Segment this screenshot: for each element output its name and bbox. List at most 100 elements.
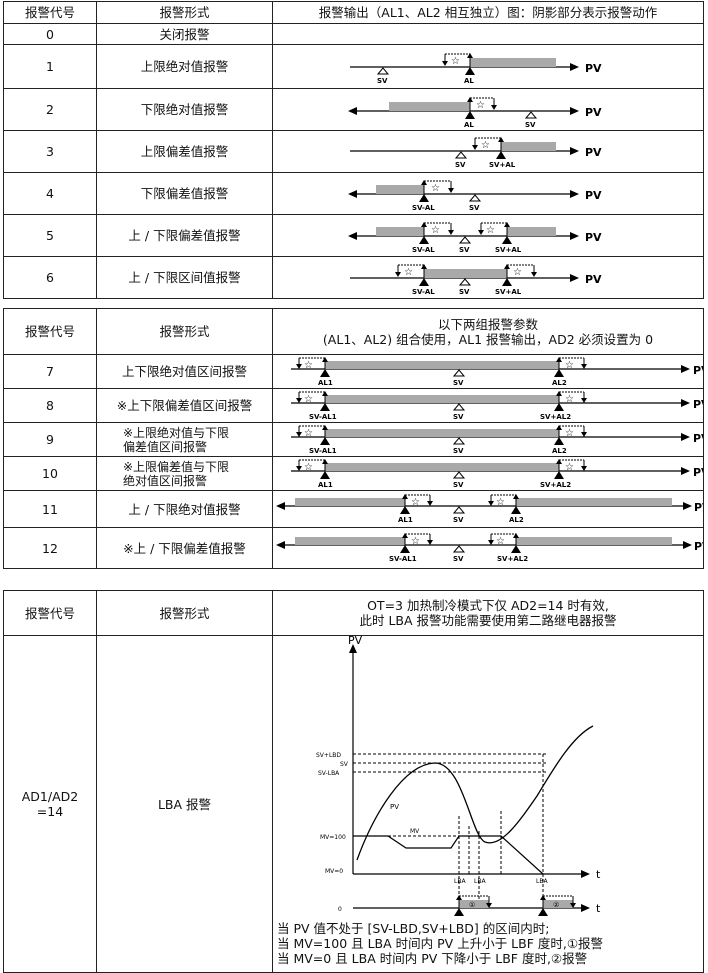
row-code: 8 — [3, 388, 97, 423]
alarm-diagram-7: PV ☆ ☆ AL1 SV AL2 — [291, 357, 703, 387]
table-row: 4 下限偏差值报警 PV ☆ SV-AL SV — [3, 172, 704, 215]
pv-curve-label: PV — [390, 803, 399, 811]
al2-label: AL2 — [552, 379, 567, 387]
row-code: 1 — [3, 44, 97, 89]
row-form: ※上下限偏差值区间报警 — [96, 388, 273, 423]
row-form-line2: 偏差值区间报警 — [123, 439, 208, 454]
pv-label: PV — [585, 231, 602, 244]
table-row: 12 ※上 / 下限偏差值报警 PV ☆ ☆ — [3, 527, 704, 569]
table2-header: 报警代号 报警形式 以下两组报警参数 (AL1、AL2) 组合使用，AL1 报警… — [3, 308, 704, 355]
row-code-line2: =14 — [36, 804, 64, 819]
lba-note-3: 当 MV=0 且 LBA 时间内 PV 下降小于 LBF 度时,②报警 — [277, 951, 588, 966]
sv-label: SV — [453, 447, 464, 455]
row-form: 上 / 下限区间值报警 — [96, 256, 273, 299]
alarm-diagram-3: PV ☆ SV+AL SV — [350, 137, 602, 169]
pv-label: PV — [585, 146, 602, 159]
row-code: 7 — [3, 354, 97, 389]
alarm-diagram: PV ☆ ☆ SV-AL SV SV+AL — [272, 256, 704, 299]
lba-chart: PV t SV+LBD SV SV-LBA PV MV=100 — [316, 636, 601, 916]
pv-label: PV — [694, 540, 703, 553]
pv-label: PV — [585, 106, 602, 119]
header-output: OT=3 加热制冷模式下仅 AD2=14 时有效, 此时 LBA 报警功能需要使… — [272, 590, 704, 636]
lba-mark: LBA — [454, 878, 466, 885]
star-mark: ☆ — [565, 394, 574, 405]
al2-label: AL2 — [509, 516, 524, 524]
al1-label: AL1 — [318, 481, 333, 489]
table-row: 10 ※上限偏差值与下限 绝对值区间报警 PV ☆ — [3, 456, 704, 491]
lba-note-1: 当 PV 值不处于 [SV-LBD,SV+LBD] 的区间内时; — [277, 921, 550, 936]
sv-label: SV — [455, 161, 466, 169]
pv-label: PV — [585, 273, 602, 286]
row-diagram-empty — [272, 23, 704, 45]
table-row: 6 上 / 下限区间值报警 PV ☆ ☆ SV-AL — [3, 256, 704, 299]
level-sv: SV — [340, 761, 349, 768]
alarm-diagram: PV ☆ SV+AL SV — [272, 130, 704, 173]
alarm-diagram-11: PV ☆ ☆ AL1 SV AL2 — [276, 494, 703, 524]
level-sv-lbd: SV+LBD — [316, 752, 341, 759]
star-mark: ☆ — [451, 56, 460, 67]
alarm-diagram: PV ☆ ☆ AL1 SV AL2 — [272, 490, 704, 528]
sv-al-label: SV-AL — [412, 204, 435, 212]
sv-al1-label: SV-AL1 — [309, 413, 337, 421]
star-mark: ☆ — [565, 360, 574, 371]
star-mark: ☆ — [411, 497, 420, 508]
star-mark: ☆ — [565, 428, 574, 439]
table-row: 0 关闭报警 — [3, 23, 704, 45]
sv-plus-al2-label: SV+AL2 — [540, 413, 571, 421]
lba-diagram: PV t SV+LBD SV SV-LBA PV MV=100 — [273, 636, 703, 972]
sv-label: SV — [453, 413, 464, 421]
star-mark: ☆ — [496, 497, 505, 508]
table-row: 5 上 / 下限偏差值报警 PV ☆ ☆ — [3, 214, 704, 257]
header-output-line1: OT=3 加热制冷模式下仅 AD2=14 时有效, — [367, 598, 609, 613]
sv-label: SV — [453, 516, 464, 524]
row-form: LBA 报警 — [96, 635, 273, 973]
alarm-diagram-5: PV ☆ ☆ SV-AL SV SV+AL — [348, 222, 602, 254]
alarm-diagram-12: PV ☆ ☆ SV-AL1 SV SV+AL2 — [276, 533, 703, 563]
alarm-mark-1: ① — [469, 901, 475, 909]
timeline-zero: 0 — [338, 906, 342, 913]
table-row: 9 ※上限绝对值与下限 偏差值区间报警 PV ☆ — [3, 422, 704, 457]
alarm-diagram-10: PV ☆ ☆ AL1 SV SV+AL2 — [291, 459, 703, 489]
table-row: 3 上限偏差值报警 PV ☆ SV+AL SV — [3, 130, 704, 173]
sv-plus-al-label: SV+AL — [489, 161, 516, 169]
level-sv-lba: SV-LBA — [318, 770, 340, 777]
sv-label: SV — [459, 288, 470, 296]
sv-label: SV — [525, 121, 536, 129]
row-code: AD1/AD2 =14 — [3, 635, 97, 973]
header-output-line2: 此时 LBA 报警功能需要使用第二路继电器报警 — [359, 613, 617, 628]
pv-label: PV — [693, 466, 703, 479]
alarm-diagram-9: PV ☆ ☆ SV-AL1 SV AL2 — [291, 425, 703, 455]
header-form: 报警形式 — [96, 308, 273, 355]
star-mark: ☆ — [476, 100, 485, 111]
alarm-table-1: 报警代号 报警形式 报警输出（AL1、AL2 相互独立）图：阴影部分表示报警动作… — [3, 1, 704, 299]
alarm-diagram-4: PV ☆ SV-AL SV — [348, 180, 602, 212]
pv-label: PV — [694, 501, 703, 514]
mv-100-label: MV=100 — [320, 834, 346, 841]
header-form: 报警形式 — [96, 1, 273, 24]
row-form: 上下限绝对值区间报警 — [96, 354, 273, 389]
row-form: 下限偏差值报警 — [96, 172, 273, 215]
pv-label: PV — [693, 364, 703, 377]
al1-label: AL1 — [318, 379, 333, 387]
star-mark: ☆ — [411, 536, 420, 547]
row-form: 上限偏差值报警 — [96, 130, 273, 173]
al-label: AL — [464, 121, 474, 129]
alarm-diagram: PV ☆ ☆ AL1 SV AL2 — [272, 354, 704, 389]
pv-label: PV — [693, 432, 703, 445]
row-form: 下限绝对值报警 — [96, 88, 273, 131]
table3-header: 报警代号 报警形式 OT=3 加热制冷模式下仅 AD2=14 时有效, 此时 L… — [3, 590, 704, 636]
alarm-table-3: 报警代号 报警形式 OT=3 加热制冷模式下仅 AD2=14 时有效, 此时 L… — [3, 590, 704, 973]
alarm-diagram-6: PV ☆ ☆ SV-AL SV SV+AL — [350, 264, 602, 296]
star-mark: ☆ — [513, 267, 522, 278]
sv-label: SV — [453, 481, 464, 489]
sv-label: SV — [377, 77, 388, 85]
alarm-diagram: PV ☆ ☆ SV-AL1 SV AL2 — [272, 422, 704, 457]
sv-label: SV — [469, 204, 480, 212]
table-row: 2 下限绝对值报警 PV ☆ AL SV — [3, 88, 704, 131]
row-form: ※上限偏差值与下限 绝对值区间报警 — [96, 456, 273, 491]
row-form: ※上 / 下限偏差值报警 — [96, 527, 273, 569]
row-code: 10 — [3, 456, 97, 491]
row-code: 3 — [3, 130, 97, 173]
table-row: 11 上 / 下限绝对值报警 PV ☆ ☆ — [3, 490, 704, 528]
star-mark: ☆ — [404, 267, 413, 278]
